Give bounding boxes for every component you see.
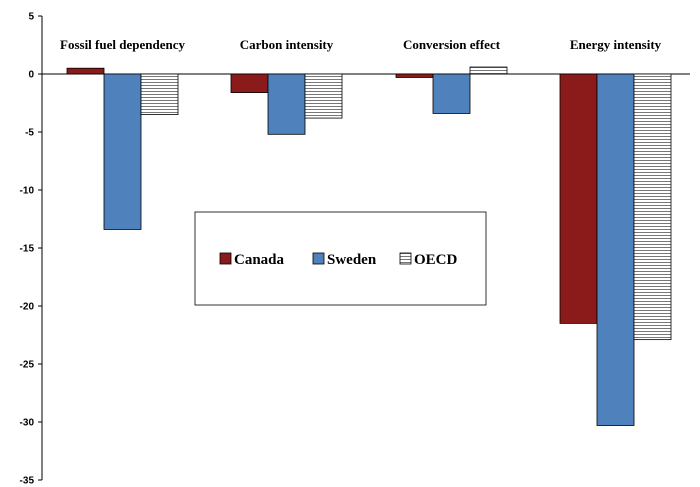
category-label: Conversion effect — [403, 37, 501, 52]
legend-box — [194, 211, 487, 306]
legend-swatch-canada — [219, 252, 232, 265]
plot-area: 5 0 -5 -10 -15 -20 -25 -30 -35 Fossil fuel depend… — [20, 12, 690, 487]
y-tick-label: -15 — [20, 244, 35, 255]
bar-oecd-3 — [633, 73, 672, 341]
category-label: Carbon intensity — [240, 37, 334, 52]
bar-oecd-0 — [140, 73, 179, 115]
y-tick-label: -20 — [20, 302, 35, 313]
bar-oecd-1 — [304, 73, 343, 119]
category-label: Fossil fuel dependency — [60, 37, 185, 52]
y-tick-label: 0 — [28, 70, 34, 81]
legend-label-sweden: Sweden — [327, 252, 377, 268]
legend-swatch-sweden — [312, 252, 325, 265]
y-tick-label: -25 — [20, 360, 35, 371]
bar-sweden-2 — [432, 73, 471, 114]
category-label: Energy intensity — [570, 37, 662, 52]
legend-label-canada: Canada — [234, 252, 285, 268]
y-tick-label: -5 — [25, 128, 34, 139]
y-tick-label: 5 — [28, 12, 34, 23]
bar-oecd-2 — [469, 66, 508, 75]
y-tick-label: -30 — [20, 418, 35, 429]
bar-canada-1 — [230, 73, 269, 93]
y-tick-label: -35 — [20, 476, 35, 487]
legend-label-oecd: OECD — [414, 252, 458, 268]
legend: Canada Sweden OECD — [194, 211, 487, 306]
bar-canada-3 — [559, 73, 598, 324]
bar-canada-0 — [66, 67, 105, 75]
bar-canada-2 — [395, 73, 434, 78]
y-tick-label: -10 — [20, 186, 35, 197]
bar-sweden-1 — [267, 73, 306, 135]
bar-sweden-0 — [103, 73, 142, 230]
bar-sweden-3 — [596, 73, 635, 426]
legend-swatch-oecd — [399, 252, 412, 265]
